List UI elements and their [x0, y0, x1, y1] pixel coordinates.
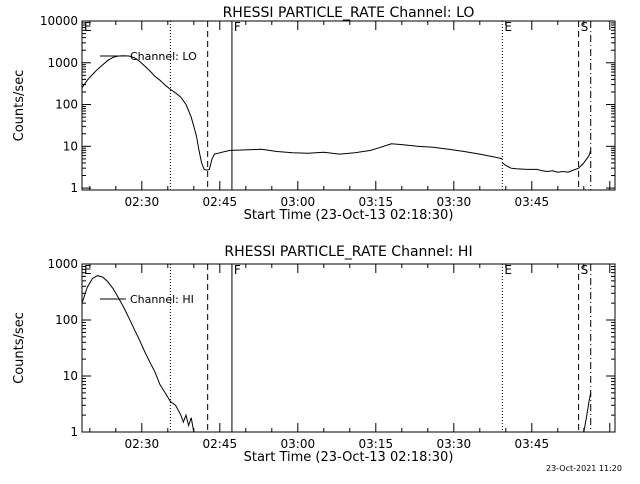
- chart-1-marker-label: E: [84, 20, 92, 34]
- chart-1-xtick-label: 03:45: [515, 195, 550, 209]
- chart-2-xtick-label: 03:45: [515, 437, 550, 451]
- chart-2-xtick-label: 02:30: [125, 437, 160, 451]
- date-stamp: 23-Oct-2021 11:20: [546, 464, 622, 473]
- chart-2-legend-label: Channel: HI: [130, 293, 194, 306]
- chart-2-ytick-label: 100: [55, 313, 78, 327]
- chart-2-marker-label: E: [504, 263, 512, 277]
- chart-1-marker-label: E: [504, 20, 512, 34]
- chart-2-marker-label: F: [234, 263, 241, 277]
- chart-1-xtick-label: 02:45: [203, 195, 238, 209]
- chart-2-frame: [81, 263, 616, 433]
- chart-1-marker-label: S: [581, 20, 589, 34]
- chart-1-xtick-label: 03:00: [281, 195, 316, 209]
- chart-1-series-line: [230, 143, 503, 160]
- chart-1-marker-label: F: [234, 20, 241, 34]
- chart-2-xlabel: Start Time (23-Oct-13 02:18:30): [244, 450, 454, 465]
- chart-1-frame: [81, 20, 616, 191]
- chart-1-xtick-label: 03:15: [359, 195, 394, 209]
- chart-1-ylabel: Counts/sec: [12, 70, 27, 142]
- chart-2-ytick-label: 1: [70, 425, 78, 439]
- chart-2-ytick-label: 10: [63, 369, 78, 383]
- chart-2-title: RHESSI PARTICLE_RATE Channel: HI: [224, 244, 472, 260]
- chart-1-ytick-label: 10: [63, 139, 78, 153]
- chart-2-xtick-label: 03:15: [359, 437, 394, 451]
- chart-2-ytick-label: 1000: [47, 257, 78, 271]
- chart-1-title: RHESSI PARTICLE_RATE Channel: LO: [223, 5, 475, 21]
- chart-1-legend-label: Channel: LO: [130, 50, 197, 63]
- chart-1-ytick-label: 1000: [47, 56, 78, 70]
- chart-2-xtick-label: 03:00: [281, 437, 316, 451]
- chart-2-xtick-label: 02:45: [203, 437, 238, 451]
- chart-2-marker-label: E: [84, 263, 92, 277]
- chart-1-xtick-label: 02:30: [125, 195, 160, 209]
- chart-1-ytick-label: 1: [70, 181, 78, 195]
- chart-1-ytick-label: 10000: [40, 14, 78, 28]
- chart-1-xlabel: Start Time (23-Oct-13 02:18:30): [244, 208, 454, 223]
- chart-2-series-line: [81, 275, 195, 433]
- chart-1-series-line: [502, 150, 592, 173]
- chart-1-ytick-label: 100: [55, 98, 78, 112]
- chart-2-marker-label: S: [581, 263, 589, 277]
- chart-1: RHESSI PARTICLE_RATE Channel: LO 1 10 100 10…: [12, 5, 616, 223]
- chart-2: RHESSI PARTICLE_RATE Channel: HI 1 10 100 10…: [12, 244, 616, 465]
- chart-2-series-line: [583, 392, 592, 433]
- chart-2-ylabel: Counts/sec: [12, 312, 27, 384]
- chart-1-xtick-label: 03:30: [437, 195, 472, 209]
- chart-2-xtick-label: 03:30: [437, 437, 472, 451]
- chart-1-series-line: [81, 55, 231, 171]
